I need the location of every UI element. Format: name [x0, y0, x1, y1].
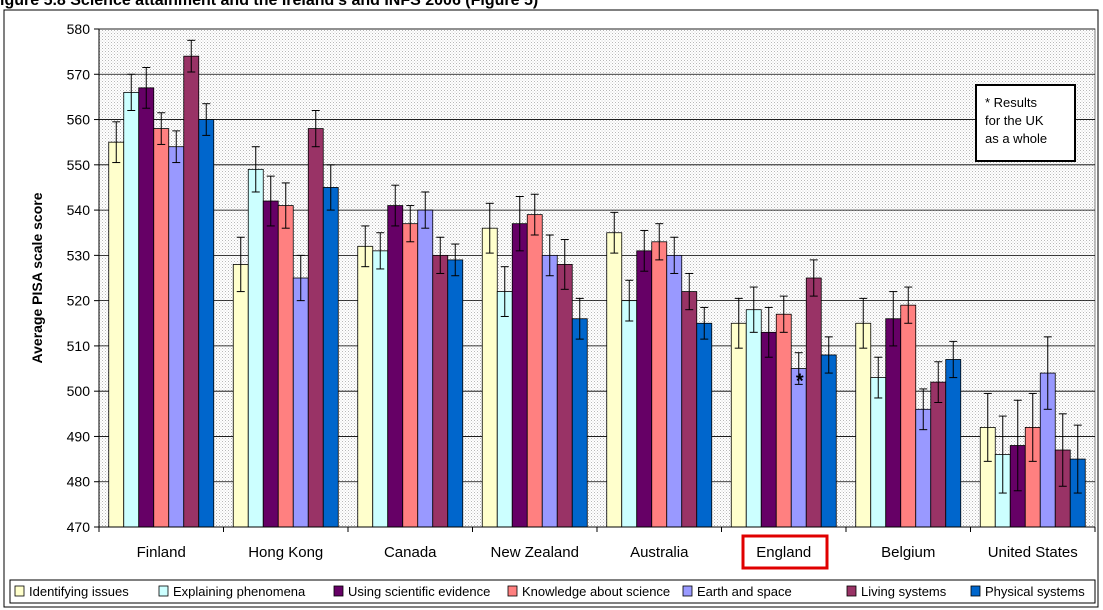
bar-3-6: [900, 304, 917, 528]
y-tick-label: 580: [67, 21, 91, 37]
legend-label: Explaining phenomena: [173, 584, 306, 599]
bar-5-5: [805, 277, 822, 528]
bar-0-0: [108, 141, 125, 528]
legend-swatch: [158, 585, 169, 597]
legend-label: Using scientific evidence: [348, 584, 490, 599]
bar-5-2: [432, 254, 449, 528]
bar-4-3: [541, 254, 558, 528]
bar-0-6: [855, 322, 872, 528]
bar-1-5: [745, 309, 762, 528]
bar-2-6: [885, 318, 902, 528]
legend: Identifying issues Explaining phenomena Us…: [9, 579, 1096, 604]
legend-swatch: [970, 585, 981, 597]
bar-0-5: [730, 322, 747, 528]
legend-swatch: [846, 585, 857, 597]
bar-1-0: [123, 91, 140, 528]
bar-3-3: [526, 214, 543, 528]
bar-0-4: [606, 232, 623, 528]
bar-0-1: [232, 264, 249, 528]
bar-3-2: [402, 223, 419, 528]
bar-5-4: [681, 291, 698, 528]
bar-2-4: [636, 250, 653, 528]
note-box: * Results for the UK as a whole: [975, 84, 1076, 162]
bar-2-5: [760, 331, 777, 528]
category-label: Canada: [384, 544, 437, 561]
y-tick-label: 540: [67, 202, 91, 218]
bar-4-1: [292, 277, 309, 528]
y-tick-label: 510: [67, 338, 91, 354]
y-tick-label: 490: [67, 428, 91, 444]
bar-2-0: [138, 87, 155, 528]
bar-1-1: [247, 168, 264, 528]
y-axis-label: Average PISA scale score: [29, 192, 45, 363]
bar-6-5: [820, 354, 837, 528]
y-tick-label: 530: [67, 247, 91, 263]
y-tick-label: 550: [67, 157, 91, 173]
legend-box: [9, 579, 1096, 604]
bar-1-6: [870, 377, 887, 528]
y-tick-label: 560: [67, 112, 91, 128]
bar-0-2: [357, 245, 374, 528]
bar-1-4: [621, 300, 638, 528]
figure-title: igure 5.8 Science attainment and the Ire…: [0, 0, 539, 9]
bar-5-0: [183, 55, 200, 528]
legend-label: Physical systems: [985, 584, 1085, 599]
bar-3-4: [651, 241, 668, 528]
bar-6-3: [571, 318, 588, 528]
error-bars: *: [112, 39, 1082, 494]
bar-5-1: [307, 128, 324, 528]
bar-4-4: [666, 254, 683, 528]
legend-label: Earth and space: [697, 584, 792, 599]
bar-3-1: [277, 205, 294, 528]
bar-4-0: [168, 146, 185, 528]
bar-2-2: [387, 205, 404, 528]
legend-swatch: [333, 585, 344, 597]
category-label: Hong Kong: [248, 544, 323, 561]
y-tick-label: 520: [67, 293, 91, 309]
legend-swatch: [507, 585, 518, 597]
bar-2-3: [511, 223, 528, 528]
england-highlight-box: [741, 534, 829, 570]
y-axis: 470 480 490 500 510 520 530 540 550 560 570 580: [67, 21, 100, 535]
y-tick-label: 470: [67, 519, 91, 535]
bar-6-1: [322, 187, 339, 528]
bar-5-6: [930, 381, 947, 528]
category-label: Finland: [137, 544, 186, 561]
bar-3-0: [153, 128, 170, 528]
bar-5-3: [556, 264, 573, 528]
bars: [108, 55, 1086, 528]
y-tick-label: 500: [67, 383, 91, 399]
bar-6-0: [198, 119, 215, 528]
legend-swatch: [14, 585, 25, 597]
legend-label: Identifying issues: [29, 584, 129, 599]
x-axis: Finland Hong Kong Canada New Zealand Austral…: [98, 526, 1096, 561]
bar-6-2: [447, 259, 464, 528]
bar-0-3: [481, 227, 498, 528]
bar-6-4: [696, 322, 713, 528]
category-label: Belgium: [881, 544, 935, 561]
category-label: Australia: [630, 544, 689, 561]
category-label: England: [756, 544, 811, 561]
bar-1-2: [372, 250, 389, 528]
category-label: New Zealand: [491, 544, 579, 561]
bar-4-2: [417, 209, 434, 528]
bar-2-1: [262, 200, 279, 528]
legend-label: Living systems: [861, 584, 947, 599]
category-label: United States: [988, 544, 1078, 561]
note-text: * Results for the UK as a whole: [985, 95, 1047, 146]
bar-1-3: [496, 291, 513, 528]
bar-6-6: [945, 359, 962, 528]
bar-3-5: [775, 313, 792, 528]
legend-label: Knowledge about science: [522, 584, 670, 599]
asterisk-marker: *: [796, 371, 804, 393]
y-tick-label: 570: [67, 66, 91, 82]
legend-swatch: [682, 585, 693, 597]
y-tick-label: 480: [67, 474, 91, 490]
